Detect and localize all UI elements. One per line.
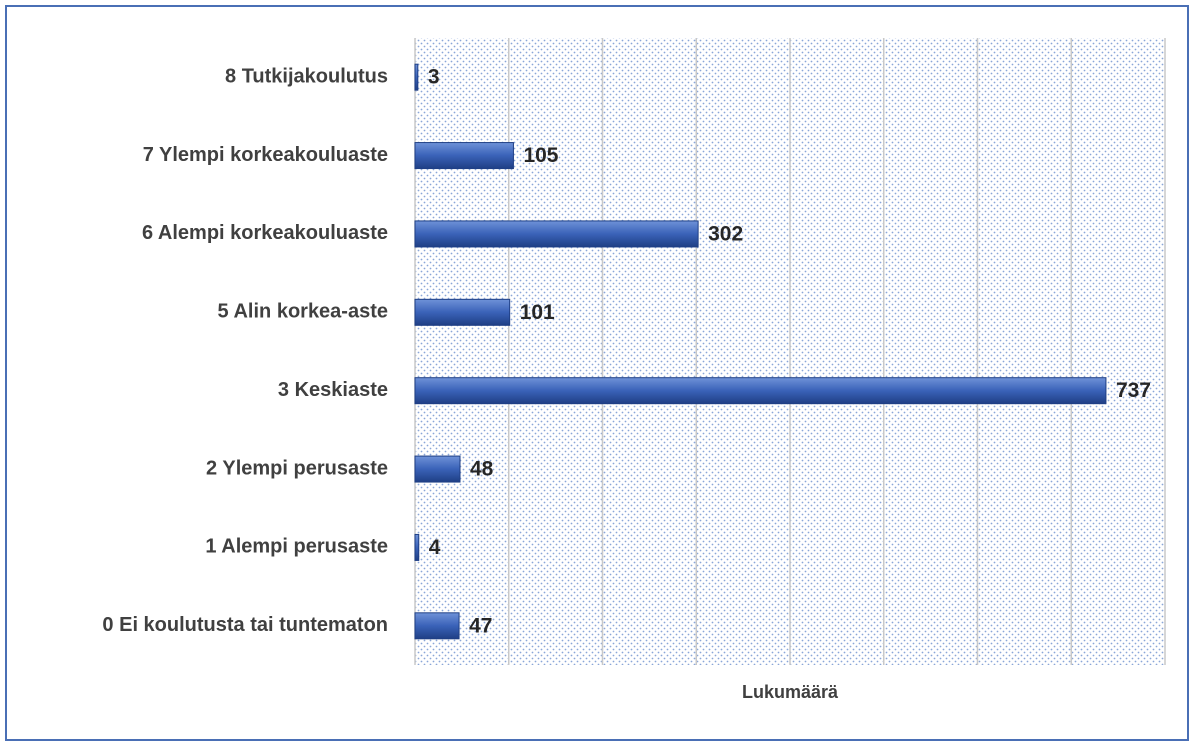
y-tick-label: 3 Keskiaste [278,379,388,401]
y-tick-label: 0 Ei koulutusta tai tuntematon [102,614,388,636]
value-label: 105 [523,144,558,167]
y-tick-label: 1 Alempi perusaste [205,536,388,558]
bar [414,612,460,640]
value-label: 101 [520,301,555,324]
value-label: 737 [1116,379,1151,402]
bar [414,63,419,91]
value-label: 3 [428,66,440,89]
value-label: 302 [708,222,743,245]
y-tick-label: 5 Alin korkea-aste [218,301,388,323]
bar [414,533,420,561]
x-axis-title: Lukumäärä [742,682,839,702]
bar [414,298,511,326]
value-label: 47 [469,614,492,637]
bar [414,455,461,483]
bar [414,377,1107,405]
y-tick-label: 8 Tutkijakoulutus [225,65,388,87]
bar [414,142,514,170]
y-tick-label: 2 Ylempi perusaste [206,457,388,479]
value-label: 4 [429,536,441,559]
value-label: 48 [470,458,494,481]
y-tick-label: 7 Ylempi korkeakouluaste [143,144,388,166]
frame [5,5,1189,741]
y-tick-label: 6 Alempi korkeakouluaste [142,222,388,244]
bar [414,220,699,248]
